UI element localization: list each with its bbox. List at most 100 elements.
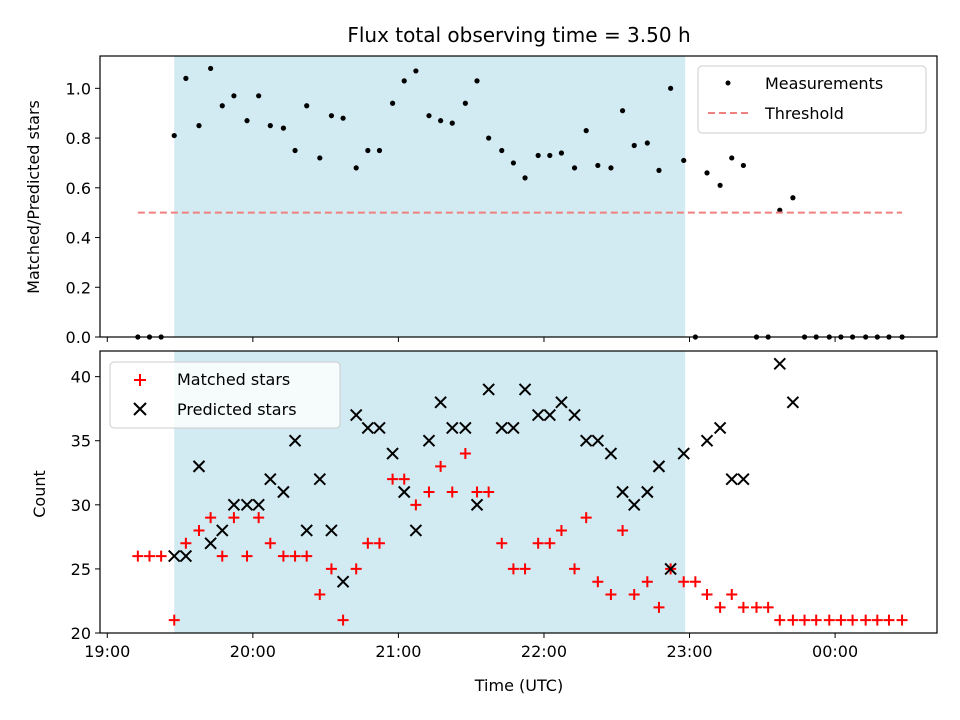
predicted-star-point: [361, 421, 375, 435]
matched-star-point: [569, 563, 581, 575]
matched-star-point: [362, 537, 374, 549]
measurement-point: [389, 100, 396, 106]
matched-star-point: [750, 601, 762, 613]
matched-star-point: [628, 589, 640, 601]
measurement-point: [292, 147, 298, 154]
measurement-point: [413, 68, 419, 74]
measurement-point: [717, 182, 723, 188]
y-tick-label: 0.4: [66, 229, 91, 248]
matched-star-point: [860, 614, 872, 626]
measurement-point: [583, 128, 589, 134]
predicted-star-point: [568, 408, 581, 422]
matched-star-point: [423, 486, 435, 498]
predicted-star-point: [470, 498, 484, 512]
matched-star-point: [774, 614, 786, 626]
measurement-point: [571, 165, 578, 171]
predicted-star-point: [252, 498, 265, 512]
measurement-point: [244, 118, 250, 124]
matched-star-point: [507, 563, 519, 575]
measurement-point: [790, 195, 796, 201]
matched-star-point: [555, 524, 567, 536]
matched-star-point: [277, 550, 289, 562]
matched-star-point: [435, 460, 447, 472]
predicted-star-point: [434, 396, 447, 409]
matched-star-point: [641, 576, 653, 588]
top-legend: Measurements Threshold: [697, 65, 927, 134]
measurement-point: [729, 155, 735, 161]
matched-star-point: [737, 601, 749, 613]
matched-star-point: [726, 589, 738, 601]
predicted-star-point: [227, 498, 241, 512]
matched-star-point: [532, 537, 544, 549]
matched-star-point: [410, 499, 422, 511]
predicted-star-point: [700, 434, 714, 447]
matched-star-point: [216, 550, 228, 562]
measurement-point: [267, 123, 273, 129]
predicted-star-point: [300, 524, 313, 537]
x-tick-label: 20:00: [230, 642, 276, 661]
measurement-point: [474, 78, 480, 84]
matched-star-point: [155, 550, 167, 562]
measurement-point: [681, 157, 687, 164]
matched-star-point: [337, 614, 349, 626]
y-tick-label: 1.0: [66, 79, 91, 98]
predicted-star-point: [192, 460, 206, 473]
matched-star-point: [289, 550, 301, 562]
measurement-point: [353, 165, 359, 171]
predicted-star-point: [277, 485, 290, 499]
matched-star-point: [446, 486, 458, 498]
predicted-star-point: [677, 447, 690, 460]
predicted-star-point: [555, 396, 568, 409]
matched-star-point: [143, 550, 155, 562]
measurement-point: [304, 103, 310, 109]
bottom-panel-marks: [132, 357, 908, 626]
y-tick-label: 0.8: [66, 129, 91, 148]
measurement-point: [522, 175, 528, 181]
x-tick-label: 19:00: [84, 642, 130, 661]
predicted-star-point: [604, 447, 618, 460]
matched-star-point: [398, 473, 410, 485]
measurement-point: [183, 75, 189, 81]
y-tick-label: 0.2: [66, 278, 91, 297]
matched-star-point: [180, 537, 192, 549]
x-tick-label: 22:00: [521, 642, 567, 661]
matched-star-point: [835, 614, 847, 626]
predicted-star-point: [543, 408, 557, 422]
legend-predicted-marker: [133, 402, 147, 416]
predicted-star-point: [591, 434, 605, 447]
top-y-axis-label: Matched/Predicted stars: [24, 100, 43, 294]
measurement-point: [365, 147, 371, 154]
matched-star-point: [205, 512, 217, 524]
predicted-star-point: [773, 357, 786, 371]
predicted-star-point: [349, 408, 363, 422]
measurement-point: [656, 167, 662, 173]
y-tick-label: 40: [71, 368, 91, 387]
chart-title: Flux total observing time = 3.50 h: [347, 23, 690, 47]
predicted-star-point: [652, 460, 666, 473]
top-panel: 0.0 0.2 0.4 0.6 0.8 1.0 Matched/Predicted sta…: [24, 55, 938, 347]
x-tick-label: 00:00: [812, 642, 858, 661]
predicted-star-point: [216, 524, 229, 537]
y-tick-label: 30: [71, 496, 91, 515]
predicted-star-point: [482, 383, 495, 396]
predicted-star-point: [386, 447, 399, 460]
predicted-star-point: [713, 421, 727, 435]
matched-star-point: [762, 601, 774, 613]
matched-star-point: [605, 589, 617, 601]
measurement-point: [486, 135, 492, 141]
predicted-star-point: [409, 524, 423, 537]
measurement-point: [280, 125, 287, 131]
matched-star-point: [459, 448, 471, 460]
predicted-star-point: [737, 472, 750, 486]
matched-star-point: [580, 512, 592, 524]
matched-star-point: [168, 614, 180, 626]
measurement-point: [499, 147, 505, 154]
predicted-star-point: [579, 434, 593, 447]
matched-star-point: [701, 589, 713, 601]
measurement-point: [196, 123, 202, 129]
matched-star-point: [799, 614, 811, 626]
matched-star-point: [483, 486, 495, 498]
predicted-star-point: [628, 498, 641, 512]
matched-star-point: [823, 614, 835, 626]
bottom-y-axis-label: Count: [30, 470, 49, 518]
